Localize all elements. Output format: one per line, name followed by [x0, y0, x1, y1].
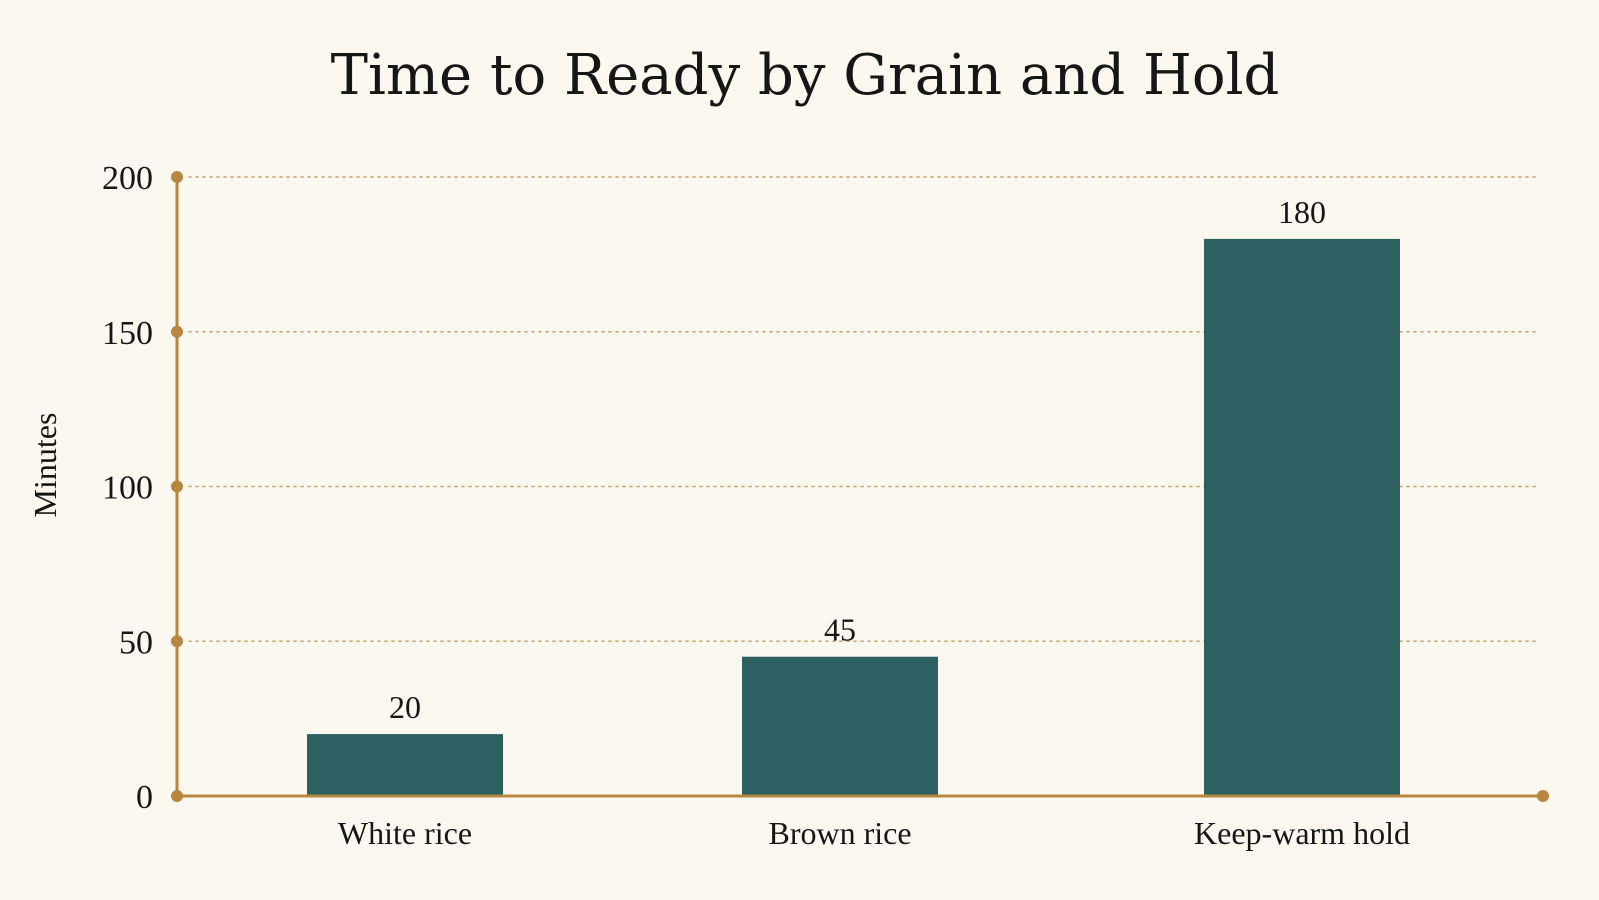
x-tick-label: White rice — [338, 815, 472, 851]
data-label: 180 — [1278, 194, 1326, 230]
y-tick-marker — [171, 790, 183, 802]
labels: 20 White rice 45 Brown rice 180 Keep-warm hol… — [102, 160, 1410, 851]
bar — [307, 734, 503, 796]
axes — [171, 171, 1549, 802]
chart-title: Time to Ready by Grain and Hold — [331, 43, 1280, 108]
y-tick-marker — [171, 480, 183, 493]
bar — [1204, 238, 1400, 796]
x-axis-end-marker — [1537, 790, 1549, 802]
y-tick-label: 100 — [102, 470, 153, 507]
bar — [742, 656, 938, 796]
x-tick-label: Keep-warm hold — [1194, 815, 1410, 851]
y-tick-marker — [171, 171, 183, 183]
data-label: 20 — [389, 689, 421, 725]
gridlines — [188, 176, 1540, 643]
y-tick-label: 0 — [136, 779, 153, 816]
y-tick-label: 150 — [102, 315, 153, 352]
y-axis-title: Minutes — [27, 413, 63, 518]
data-label: 45 — [824, 612, 856, 648]
y-tick-label: 50 — [119, 624, 153, 661]
y-tick-marker — [171, 635, 183, 648]
y-tick-label: 200 — [102, 160, 153, 197]
y-tick-marker — [171, 325, 183, 338]
x-tick-label: Brown rice — [768, 815, 911, 851]
bars — [307, 238, 1400, 796]
